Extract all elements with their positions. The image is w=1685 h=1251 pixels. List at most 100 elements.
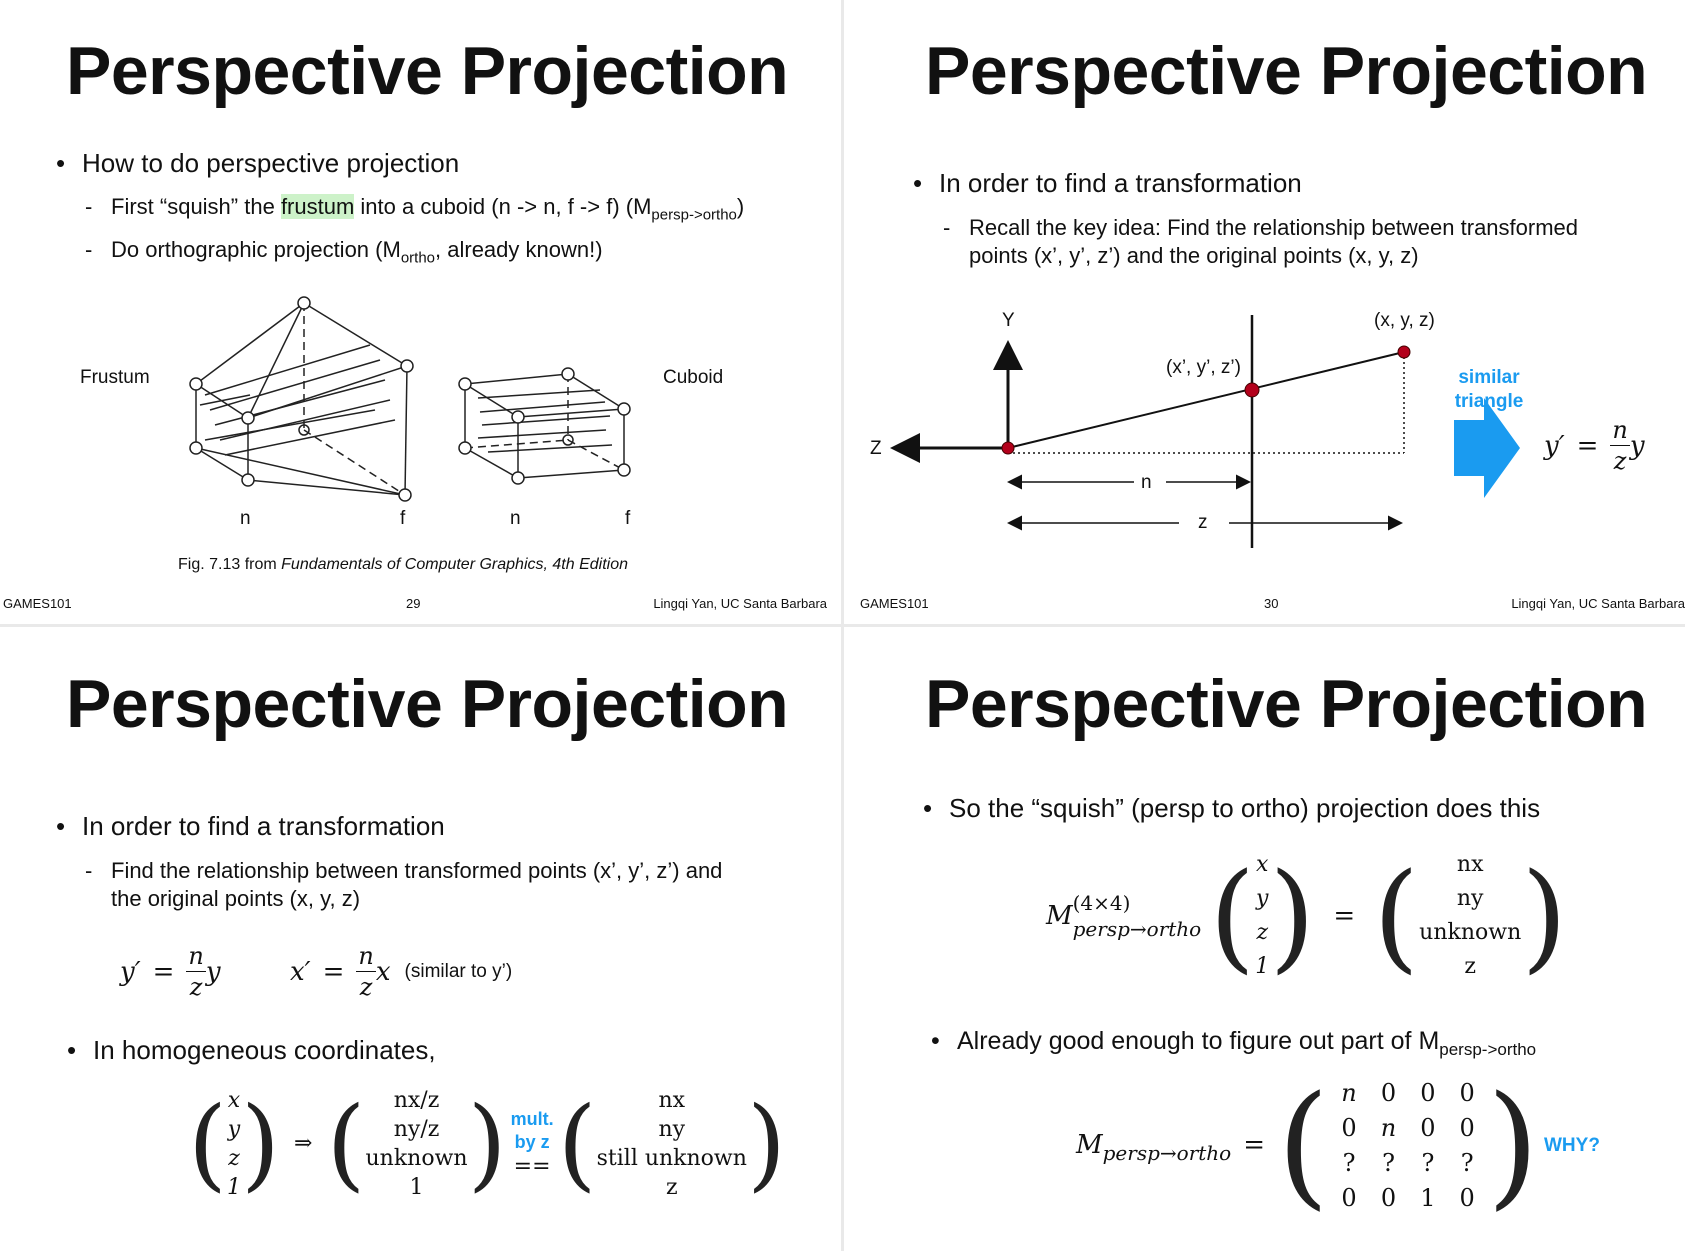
vector-entry: z xyxy=(1464,954,1476,979)
eq-sign: = xyxy=(1576,430,1599,461)
left-paren: ( xyxy=(557,1085,597,1202)
matrix-scripts: (4×4) persp→ortho xyxy=(1073,890,1202,942)
left-paren: ( xyxy=(326,1085,366,1202)
numerator: n xyxy=(186,942,206,972)
right-paren: ) xyxy=(1269,847,1316,985)
vector-entry: y xyxy=(1256,886,1269,911)
persp-ortho-matrix: n 0 0 0 0 n 0 0???? 0 0 1 0 xyxy=(1329,1075,1487,1215)
cuboid-label: Cuboid xyxy=(663,367,724,388)
mult-note: by z xyxy=(514,1132,550,1152)
vector-entry: y xyxy=(227,1116,241,1142)
vector-entry: nx xyxy=(658,1087,686,1113)
eq-lhs: y′ xyxy=(120,956,141,987)
matrix-cell: 0 xyxy=(1420,1078,1436,1107)
sub-bullet-squish: First “squish” the frustum into a cuboid… xyxy=(85,193,745,229)
footer-course: GAMES101 xyxy=(3,596,72,611)
vector-entry: nx/z xyxy=(393,1087,440,1113)
z-axis-label: Z xyxy=(870,438,882,459)
vector-entry: 1 xyxy=(1255,954,1270,979)
y-axis-label: Y xyxy=(1002,310,1015,331)
vector-entry: nx xyxy=(1456,852,1484,877)
matrix-cell: 0 xyxy=(1380,1078,1397,1107)
subscript: persp->ortho xyxy=(651,206,737,224)
eq-lhs: y′ xyxy=(1544,430,1565,461)
original-point xyxy=(1397,345,1411,359)
text: First “squish” the xyxy=(111,194,281,219)
matrix-cell: 0 xyxy=(1420,1113,1436,1142)
vector-entry: ny xyxy=(658,1116,686,1142)
note-line: similar xyxy=(1458,367,1520,388)
vector-entry: unknown xyxy=(1419,920,1522,945)
mult-note: mult. xyxy=(510,1109,554,1129)
matrix-symbol: M xyxy=(1076,1130,1103,1160)
denominator: z xyxy=(189,973,203,1001)
edge xyxy=(195,447,249,481)
slide-title: Perspective Projection xyxy=(925,33,1648,109)
numerator: n xyxy=(1610,416,1630,446)
eq-sign: = xyxy=(152,956,175,987)
matrix-cell: ? xyxy=(1460,1148,1474,1177)
vector-result: nx ny unknown z xyxy=(1419,848,1521,984)
edge xyxy=(247,302,305,419)
edge xyxy=(247,479,406,496)
matrix-cell: 0 xyxy=(1459,1183,1475,1212)
projection-ray xyxy=(1007,351,1405,449)
slide-29: Perspective Projection How to do perspec… xyxy=(0,0,841,624)
vector-entry: ny/z xyxy=(393,1116,440,1142)
page-number: 30 xyxy=(1264,596,1279,611)
vector-entry: z xyxy=(228,1145,240,1171)
matrix-row: ???? xyxy=(1329,1145,1487,1180)
n-label: n xyxy=(510,508,521,529)
eq-sign: = xyxy=(1333,901,1356,931)
eq-lhs: x′ xyxy=(290,956,311,987)
bullet: In order to find a transformation xyxy=(913,168,1302,199)
matrix-symbol: M xyxy=(1046,901,1073,931)
vector-entry: z xyxy=(665,1174,678,1200)
eq-var: x xyxy=(375,956,391,987)
edge-hidden xyxy=(303,429,406,496)
right-paren: ) xyxy=(241,1085,281,1202)
footer-course: GAMES101 xyxy=(860,596,929,611)
text: ) xyxy=(736,194,745,219)
original-point-label: (x, y, z) xyxy=(1374,310,1435,331)
subscript: persp->ortho xyxy=(1439,1040,1537,1059)
left-paren: ( xyxy=(1277,1067,1330,1223)
page-number: 29 xyxy=(406,596,421,611)
partial-matrix-equation: M persp→ortho = ( n 0 0 0 0 n 0 0???? 0 0 1 0 ) xyxy=(1076,1067,1539,1223)
vector-multiplied: nx ny still unknown z xyxy=(597,1086,747,1202)
footer-author: Lingqi Yan, UC Santa Barbara xyxy=(1511,596,1685,611)
origin-point xyxy=(1001,441,1015,455)
similar-triangle-note: similar triangle xyxy=(1434,366,1544,414)
matrix-cell: ? xyxy=(1382,1148,1395,1177)
caption-source: Fundamentals of Computer Graphics, 4th E… xyxy=(281,556,628,573)
denominator: z xyxy=(359,973,373,1001)
vector-entry: x xyxy=(1256,852,1269,877)
bullet: How to do perspective projection xyxy=(56,148,459,179)
edge xyxy=(303,302,408,367)
footer-author: Lingqi Yan, UC Santa Barbara xyxy=(653,596,827,611)
note-line: triangle xyxy=(1454,391,1524,412)
right-paren: ) xyxy=(746,1085,786,1202)
bullet: In order to find a transformation xyxy=(56,811,445,842)
subscript: ortho xyxy=(400,249,436,267)
highlight-frustum: frustum xyxy=(280,194,355,219)
right-paren: ) xyxy=(1486,1067,1540,1223)
f-label: f xyxy=(625,508,631,529)
vector-entry: unknown xyxy=(365,1145,468,1171)
slide-title: Perspective Projection xyxy=(925,666,1648,742)
subscript: persp→ortho xyxy=(1072,917,1202,941)
vector-entry: still unknown xyxy=(596,1145,747,1171)
vector-entry: x xyxy=(227,1087,241,1113)
matrix-cell: ? xyxy=(1342,1148,1356,1177)
text: , already known!) xyxy=(435,237,603,262)
bullet: Already good enough to figure out part o… xyxy=(931,1027,1537,1060)
transformed-point xyxy=(1244,382,1260,398)
